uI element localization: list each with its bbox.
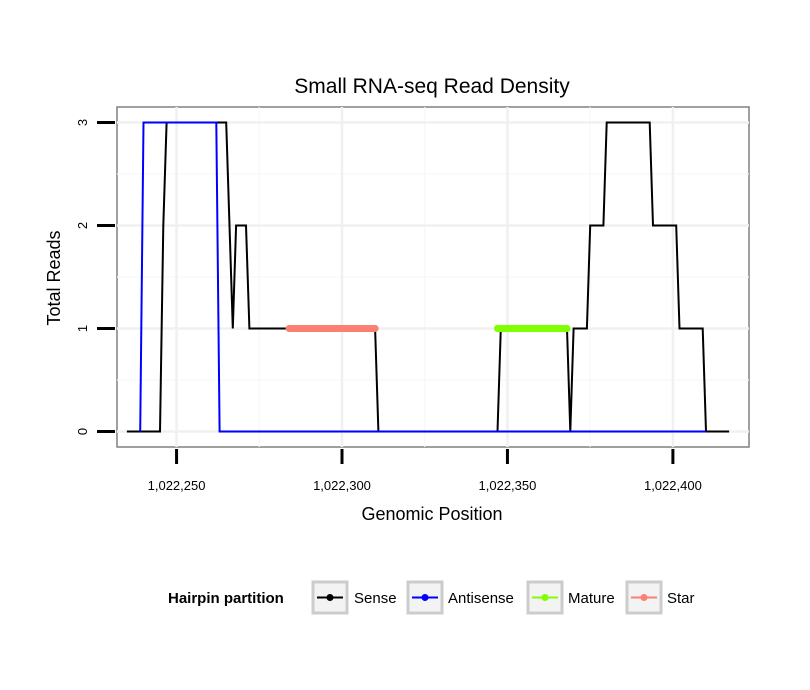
chart-title: Small RNA-seq Read Density xyxy=(294,75,570,98)
x-tick-label: 1,022,350 xyxy=(479,478,537,493)
x-axis-title: Genomic Position xyxy=(361,504,502,524)
legend-label: Antisense xyxy=(448,590,514,607)
y-tick-label: 0 xyxy=(75,428,90,435)
legend-item-sense: Sense xyxy=(311,580,397,615)
legend-title: Hairpin partition xyxy=(168,590,284,607)
x-tick-label: 1,022,400 xyxy=(644,478,702,493)
y-axis-title: Total Reads xyxy=(44,230,64,325)
legend-label: Star xyxy=(667,590,695,607)
legend-label: Mature xyxy=(568,590,615,607)
legend-key-point xyxy=(421,594,429,601)
y-axis: 0 1 2 3 xyxy=(75,119,115,435)
series-antisense-line xyxy=(139,121,706,433)
x-axis: 1,022,250 1,022,300 1,022,350 1,022,400 xyxy=(148,449,702,493)
legend-key-point xyxy=(640,594,648,601)
legend-item-antisense: Antisense xyxy=(406,580,514,615)
x-tick-label: 1,022,300 xyxy=(313,478,371,493)
legend: Hairpin partition Sense Antisense Mature St… xyxy=(168,580,695,615)
legend-item-mature: Mature xyxy=(526,580,615,615)
legend-label: Sense xyxy=(354,590,397,607)
legend-key-point xyxy=(541,594,549,601)
legend-key-point xyxy=(326,594,334,601)
x-tick-label: 1,022,250 xyxy=(148,478,206,493)
legend-item-star: Star xyxy=(625,580,695,615)
y-tick-label: 1 xyxy=(75,325,90,332)
y-tick-label: 3 xyxy=(75,119,90,126)
series-lines xyxy=(126,121,730,433)
y-tick-label: 2 xyxy=(75,222,90,229)
